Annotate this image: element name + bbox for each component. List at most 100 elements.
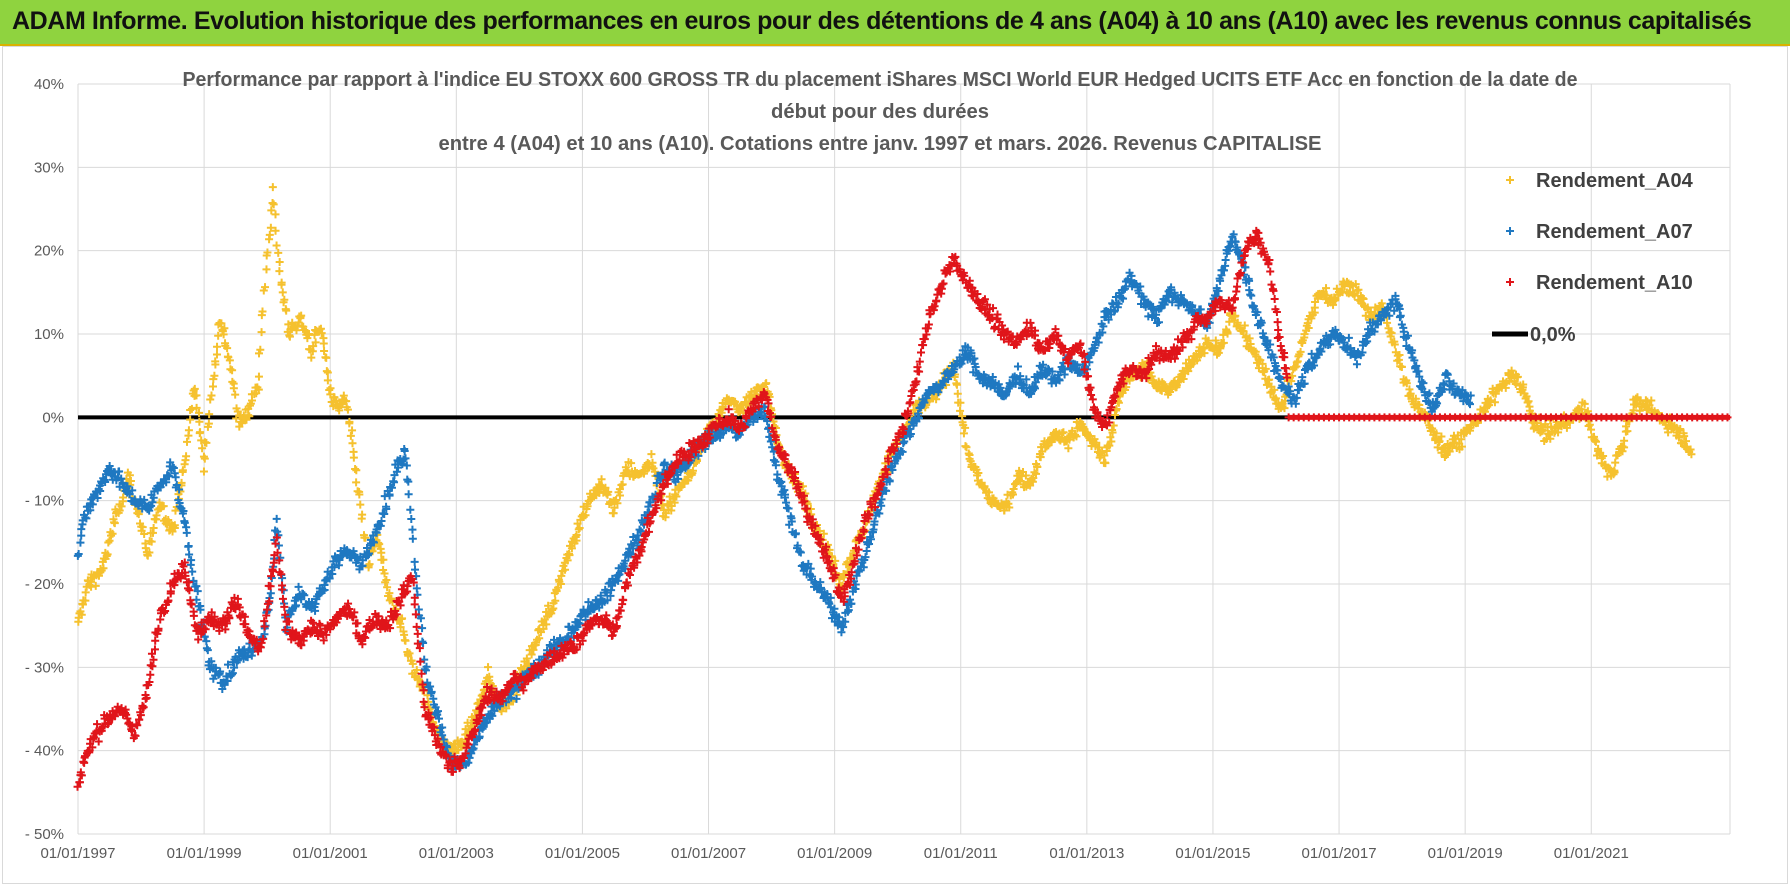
a07-marker [117, 474, 126, 483]
a07-marker [1385, 311, 1394, 320]
a04-marker [1101, 459, 1110, 468]
a04-marker [282, 306, 291, 315]
a10-marker [403, 582, 412, 591]
a04-marker [280, 295, 289, 304]
a07-marker [123, 482, 132, 491]
a04-marker [622, 466, 631, 475]
a07-marker [407, 514, 416, 523]
a10-marker [1119, 379, 1128, 388]
a10-marker [663, 479, 672, 488]
a04-marker [355, 490, 364, 499]
a07-marker [390, 478, 399, 487]
a07-marker [1286, 387, 1295, 396]
a10-marker [1155, 356, 1164, 365]
a07-marker [988, 373, 997, 382]
a04-marker [1397, 362, 1406, 371]
a04-marker [1406, 389, 1415, 398]
a10-marker [787, 463, 796, 472]
a07-marker [1294, 386, 1303, 395]
a04-marker [548, 605, 557, 614]
a10-marker [77, 771, 86, 780]
a10-marker [210, 612, 219, 621]
a10-marker [240, 612, 249, 621]
a10-marker [483, 682, 492, 691]
a10-marker [319, 636, 328, 645]
a07-marker [490, 706, 499, 715]
a04-marker [1071, 430, 1080, 439]
a10-marker [816, 535, 825, 544]
a07-marker [82, 514, 91, 523]
a07-marker [1031, 378, 1040, 387]
a10-marker [278, 594, 287, 603]
a10-marker [825, 557, 834, 566]
a10-marker [689, 437, 698, 446]
y-tick-label: - 50% [25, 826, 64, 843]
a04-marker [320, 346, 329, 355]
a07-marker [577, 611, 586, 620]
a07-marker [749, 417, 758, 426]
a07-marker [957, 359, 966, 368]
a07-marker [404, 477, 413, 486]
a04-marker [164, 516, 173, 525]
a07-marker [400, 447, 409, 456]
a10-marker [840, 588, 849, 597]
a04-marker [751, 390, 760, 399]
a10-marker [1202, 319, 1211, 328]
a10-marker [929, 306, 938, 315]
a10-marker [97, 726, 106, 735]
a10-marker [138, 701, 147, 710]
a04-marker [147, 537, 156, 546]
a07-marker [950, 365, 959, 374]
a04-marker [1033, 462, 1042, 471]
a10-marker [912, 377, 921, 386]
a07-marker [660, 458, 669, 467]
a04-marker [256, 345, 265, 354]
a10-marker [442, 752, 451, 761]
a10-marker [871, 494, 880, 503]
a10-marker [951, 252, 960, 261]
x-tick-label: 01/01/2003 [419, 845, 494, 862]
a04-marker [186, 415, 195, 424]
a10-marker [637, 543, 646, 552]
a04-marker [1064, 444, 1073, 453]
a07-marker [382, 504, 391, 513]
a04-marker [572, 530, 581, 539]
a04-marker [190, 384, 199, 393]
a10-marker [420, 703, 429, 712]
a10-marker [436, 743, 445, 752]
a07-marker [1344, 333, 1353, 342]
a07-marker [830, 604, 839, 613]
a07-marker [768, 443, 777, 452]
a10-marker [920, 335, 929, 344]
a07-marker [861, 553, 870, 562]
a04-marker [1507, 366, 1516, 375]
a10-marker [1228, 303, 1237, 312]
a04-marker [323, 376, 332, 385]
a10-marker [185, 586, 194, 595]
a07-marker [584, 598, 593, 607]
a07-marker [914, 414, 923, 423]
a10-marker [382, 616, 391, 625]
a10-marker [1187, 335, 1196, 344]
a04-marker [254, 385, 263, 394]
a10-marker [915, 357, 924, 366]
legend-label: Rendement_A10 [1536, 272, 1693, 294]
a07-marker [175, 485, 184, 494]
a10-marker [1111, 392, 1120, 401]
a10-marker [740, 423, 749, 432]
a04-marker [205, 410, 214, 419]
a10-zero-marker [1723, 413, 1732, 422]
a04-marker [688, 466, 697, 475]
a10-marker [127, 726, 136, 735]
a07-marker [418, 624, 427, 633]
a04-marker [352, 478, 361, 487]
a04-marker [1580, 399, 1589, 408]
a10-marker [572, 645, 581, 654]
a07-marker [1060, 365, 1069, 374]
a04-marker [285, 332, 294, 341]
a07-marker [1395, 304, 1404, 313]
a10-marker [392, 610, 401, 619]
a04-marker [346, 431, 355, 440]
a07-marker [1417, 377, 1426, 386]
a04-marker [210, 371, 219, 380]
